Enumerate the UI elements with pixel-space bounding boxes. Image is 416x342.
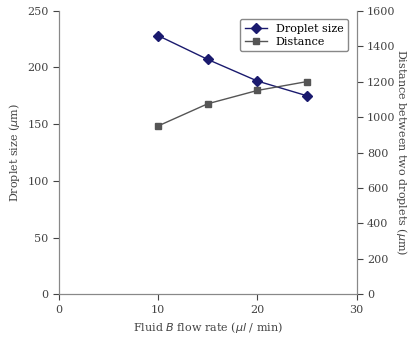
Droplet size: [156, 34, 161, 38]
Distance: [255, 88, 260, 92]
Y-axis label: Droplet size ($\mu$m): Droplet size ($\mu$m): [7, 103, 22, 202]
Distance: [156, 124, 161, 128]
Droplet size: [255, 79, 260, 83]
Legend: Droplet size, Distance: Droplet size, Distance: [240, 19, 348, 51]
Distance: [205, 102, 210, 106]
Droplet size: [205, 57, 210, 62]
Line: Droplet size: Droplet size: [155, 32, 310, 99]
Line: Distance: Distance: [155, 78, 310, 129]
Y-axis label: Distance between two droplets ($\mu$m): Distance between two droplets ($\mu$m): [394, 49, 409, 255]
X-axis label: Fluid $B$ flow rate ($\mu l$ / min): Fluid $B$ flow rate ($\mu l$ / min): [133, 320, 283, 336]
Droplet size: [305, 94, 310, 98]
Distance: [305, 80, 310, 84]
